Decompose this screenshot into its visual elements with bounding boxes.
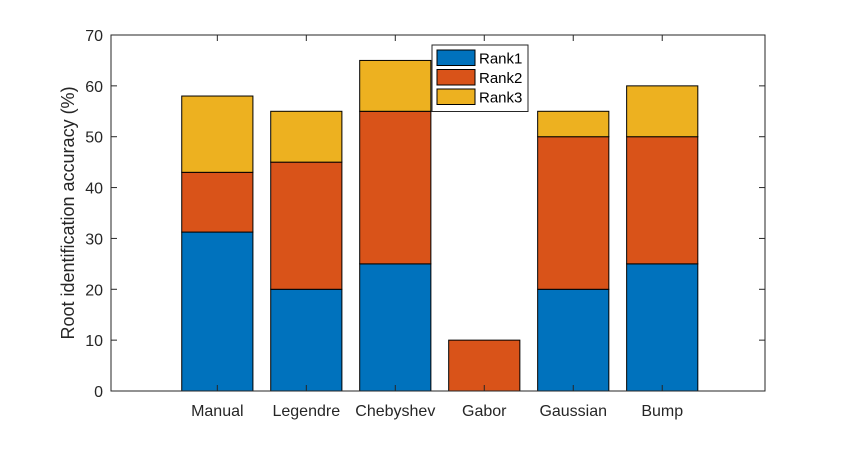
- bar-gaussian-rank2: [537, 136, 610, 290]
- bar-chebyshev-rank3: [359, 59, 432, 112]
- legend: Rank1 Rank2 Rank3: [431, 44, 529, 112]
- legend-swatch-rank1: [436, 49, 476, 66]
- y-tick-label: 50: [85, 130, 103, 147]
- bar-legendre-rank3: [270, 110, 343, 163]
- bar-legendre-rank1: [270, 288, 343, 392]
- x-tick-label-gabor: Gabor: [462, 403, 507, 420]
- bar-bump-rank3: [626, 85, 699, 138]
- legend-swatch-rank3: [436, 88, 476, 105]
- x-tick-label-bump: Bump: [641, 403, 683, 420]
- bar-bump-rank1: [626, 263, 699, 392]
- bar-manual-rank1: [181, 231, 254, 392]
- bar-gabor-rank2: [448, 339, 521, 392]
- y-tick-label: 30: [85, 231, 103, 248]
- bars-group: [181, 59, 699, 392]
- y-tick-label: 10: [85, 333, 103, 350]
- bar-chebyshev-rank1: [359, 263, 432, 392]
- y-tick-label: 20: [85, 282, 103, 299]
- bar-gaussian-rank3: [537, 110, 610, 138]
- y-tick-label: 0: [94, 384, 103, 401]
- axes-box: [110, 34, 766, 392]
- bar-legendre-rank2: [270, 161, 343, 290]
- legend-label-rank1: Rank1: [479, 51, 522, 68]
- legend-swatch-rank2: [436, 69, 476, 86]
- x-tick-label-manual: Manual: [191, 403, 243, 420]
- y-tick-label: 40: [85, 181, 103, 198]
- x-tick-label-legendre: Legendre: [272, 403, 340, 420]
- bar-manual-rank2: [181, 171, 254, 233]
- y-tick-label: 60: [85, 79, 103, 96]
- bar-bump-rank2: [626, 136, 699, 265]
- bar-manual-rank3: [181, 95, 254, 173]
- legend-label-rank2: Rank2: [479, 70, 522, 87]
- bar-gaussian-rank1: [537, 288, 610, 392]
- y-ticks-group: 0 10 20 30 40 50 60 70: [85, 28, 765, 401]
- y-axis-label: Root identification accuracy (%): [58, 86, 78, 339]
- axes-group: [110, 34, 766, 392]
- x-ticks-group: Manual Legendre Chebyshev Gabor Gaussian Bump: [191, 35, 683, 420]
- x-tick-label-gaussian: Gaussian: [539, 403, 607, 420]
- y-tick-label: 70: [85, 28, 103, 45]
- legend-label-rank3: Rank3: [479, 90, 522, 107]
- x-tick-label-chebyshev: Chebyshev: [355, 403, 435, 420]
- bar-chebyshev-rank2: [359, 110, 432, 265]
